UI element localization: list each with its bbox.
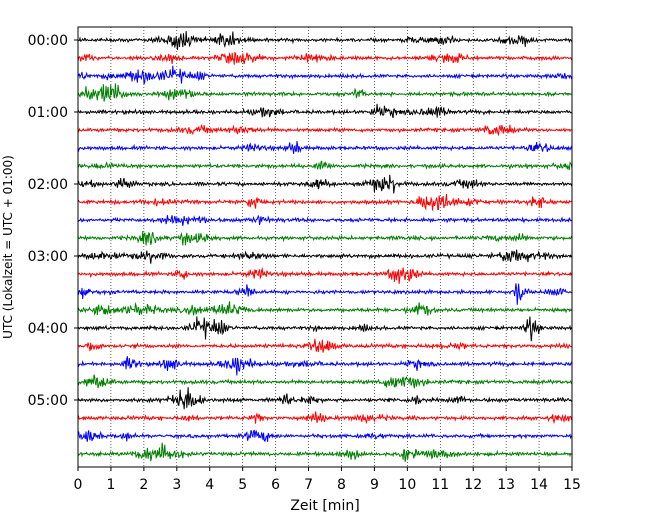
trace-row-9 [77,174,573,194]
trace-row-23 [77,429,573,443]
y-tick-label: 01:00 [28,105,68,121]
trace-row-13 [77,249,573,264]
trace-row-2 [77,51,573,65]
y-tick-label: 05:00 [28,393,68,409]
trace-row-19 [77,356,573,376]
trace-row-14 [77,266,573,284]
trace-row-6 [77,123,573,137]
trace-row-5 [77,103,573,119]
x-tick-label: 2 [139,477,148,493]
plot-frame [77,26,573,468]
x-tick-label: 0 [74,477,83,493]
x-tick-label: 3 [172,477,181,493]
x-tick-label: 9 [370,477,379,493]
y-tick-label: 04:00 [28,321,68,337]
trace-row-11 [77,214,573,226]
seismogram-traces [77,31,573,462]
y-axis-ticks: 00:00 01:00 02:00 03:00 04:00 05:00 [28,33,78,409]
trace-row-15 [77,283,573,305]
y-tick-label: 00:00 [28,33,68,49]
trace-row-4 [77,83,573,102]
y-axis-label: UTC (Lokalzeit = UTC + 01:00) [1,155,15,339]
x-tick-label: 4 [205,477,214,493]
trace-row-7 [77,141,573,154]
trace-row-21 [77,387,573,410]
trace-row-24 [77,442,573,462]
trace-row-10 [77,193,573,211]
y-tick-label: 03:00 [28,249,68,265]
trace-row-3 [77,65,573,85]
x-axis-label: Zeit [min] [290,498,359,514]
trace-row-20 [77,374,573,389]
x-tick-label: 7 [304,477,313,493]
trace-row-18 [77,338,573,353]
x-tick-label: 15 [563,477,581,493]
trace-row-17 [77,316,573,342]
trace-row-22 [77,411,573,425]
x-axis-ticks: 0 1 2 3 4 5 6 7 8 9 10 11 12 13 14 15 [74,467,581,493]
y-tick-label: 02:00 [28,177,68,193]
x-tick-label: 5 [238,477,247,493]
x-tick-label: 1 [106,477,115,493]
trace-row-1 [77,31,573,51]
trace-row-16 [77,301,573,316]
trace-row-8 [77,160,573,171]
x-tick-label: 11 [431,477,449,493]
x-tick-label: 6 [271,477,280,493]
x-tick-label: 10 [398,477,416,493]
x-tick-label: 8 [337,477,346,493]
x-tick-label: 14 [530,477,548,493]
vertical-grid-lines [110,27,540,467]
trace-row-12 [77,231,573,246]
x-tick-label: 12 [464,477,482,493]
x-tick-label: 13 [497,477,515,493]
